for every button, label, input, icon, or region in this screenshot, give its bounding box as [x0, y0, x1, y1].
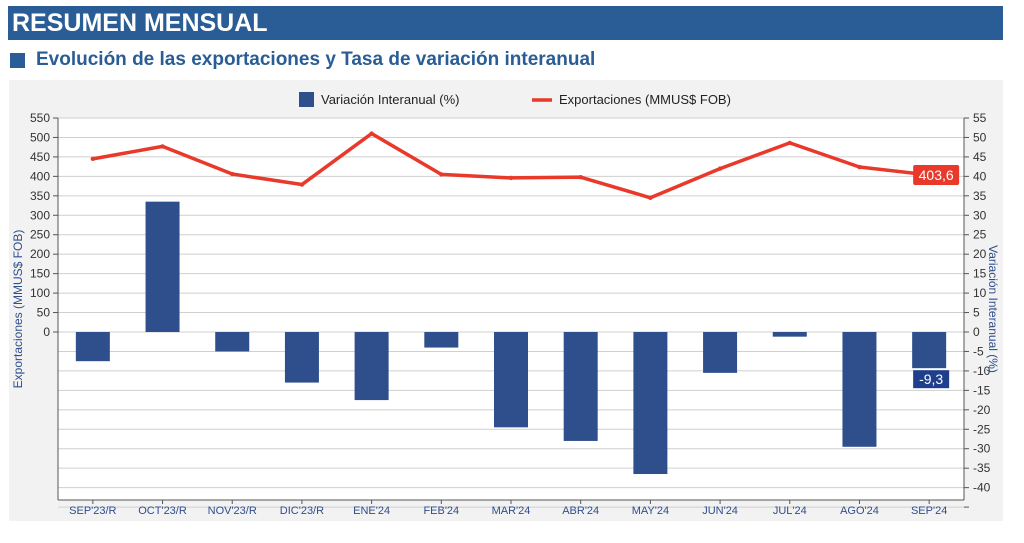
line-point [578, 174, 583, 180]
left-tick-label: 150 [30, 267, 50, 281]
plot-background [58, 118, 964, 500]
left-tick-label: 550 [30, 111, 50, 125]
legend-line-label: Exportaciones (MMUS$ FOB) [559, 92, 731, 107]
left-tick-label: 500 [30, 130, 50, 144]
line-point [230, 171, 235, 177]
left-tick-label: 0 [43, 325, 50, 339]
x-tick-label: DIC'23/R [280, 505, 324, 517]
chart-panel: 55 50 45 40 35 30 25 20 15 10 5 0 -5 -10 -15 -20 -25 -30-… [9, 80, 1003, 521]
bar [424, 332, 459, 348]
right-tick-label: -25 [973, 422, 991, 436]
left-tick-label: 50 [37, 306, 51, 320]
right-tick-label: 15 [973, 267, 987, 281]
left-tick-label: 250 [30, 228, 50, 242]
right-tick-label: 35 [973, 189, 987, 203]
bar [145, 201, 180, 332]
line-point [717, 166, 723, 171]
right-tick-label: -40 [973, 481, 991, 495]
right-tick-label: 0 [973, 325, 980, 339]
right-tick-label: -35 [973, 461, 991, 475]
subtitle-text: Evolución de las exportaciones y Tasa de… [36, 49, 596, 70]
x-tick-label: FEB'24 [423, 505, 459, 517]
right-tick-label: 55 [973, 111, 987, 125]
right-tick-label: -15 [973, 383, 991, 397]
subtitle-square-icon [10, 52, 25, 68]
left-axis-title: Exportaciones (MMUS$ FOB) [11, 230, 25, 389]
x-tick-label: JUN'24 [702, 505, 738, 517]
bar [75, 332, 110, 362]
chart-subtitle: Evolución de las exportaciones y Tasa de… [10, 47, 595, 73]
bar-data-label: -9,3 [919, 371, 943, 387]
x-tick-label: NOV'23/R [208, 505, 257, 517]
x-tick-label: AGO'24 [840, 505, 879, 517]
x-tick-label: JUL'24 [773, 505, 807, 517]
left-tick-label: 200 [30, 247, 50, 261]
bar [354, 332, 389, 401]
page-title: RESUMEN MENSUAL [12, 9, 268, 37]
right-tick-label: 30 [973, 208, 987, 222]
legend-bar-label: Variación Interanual (%) [321, 92, 460, 107]
line-point [439, 172, 444, 177]
left-tick-label: 100 [30, 286, 50, 300]
bar [284, 332, 319, 383]
line-point [648, 195, 653, 200]
x-tick-label: OCT'23/R [138, 505, 187, 517]
left-tick-label: 350 [30, 189, 50, 203]
right-tick-label: -20 [973, 403, 991, 417]
left-tick-label: 300 [30, 208, 50, 222]
bar [912, 332, 947, 369]
line-point [857, 164, 862, 170]
right-axis-title: Variación Interanual (%) [986, 245, 1000, 373]
x-tick-label: MAR'24 [492, 505, 531, 517]
x-tick-label: ABR'24 [562, 505, 599, 517]
bar [215, 332, 250, 352]
right-tick-label: 50 [973, 130, 987, 144]
line-point [299, 182, 305, 187]
line-data-label: 403,6 [919, 167, 954, 183]
bar [842, 332, 877, 447]
x-tick-label: MAY'24 [632, 505, 669, 517]
right-tick-label: 40 [973, 169, 987, 183]
line-point [508, 175, 514, 181]
right-tick-label: 45 [973, 150, 987, 164]
line-point [90, 156, 96, 162]
x-tick-label: ENE'24 [353, 505, 390, 517]
line-point [160, 144, 165, 149]
left-tick-label: 400 [30, 169, 50, 183]
line-point [369, 131, 374, 136]
bar [633, 332, 668, 475]
right-tick-label: -30 [973, 442, 991, 456]
page-title-banner: RESUMEN MENSUAL [8, 6, 1003, 40]
bar [494, 332, 528, 428]
legend-bar-swatch [299, 92, 314, 107]
bar-data-label-box [913, 370, 950, 389]
x-tick-label: SEP'23/R [69, 505, 116, 517]
right-tick-label: 20 [973, 247, 987, 261]
bar [703, 332, 738, 373]
x-tick-label: SEP'24 [911, 505, 947, 517]
left-tick-label: 450 [30, 150, 50, 164]
right-tick-label: 10 [973, 286, 987, 300]
right-tick-label: 5 [973, 306, 980, 320]
bar [772, 332, 807, 337]
right-tick-label: -10 [973, 364, 991, 378]
line-point [787, 140, 792, 146]
line-data-label-box [913, 164, 960, 185]
right-tick-label: 25 [973, 228, 987, 242]
chart: 5550454035302520151050-5-10-15-20-25-30-… [11, 92, 1000, 517]
right-tick-label: -5 [973, 344, 984, 358]
bar [563, 332, 598, 441]
